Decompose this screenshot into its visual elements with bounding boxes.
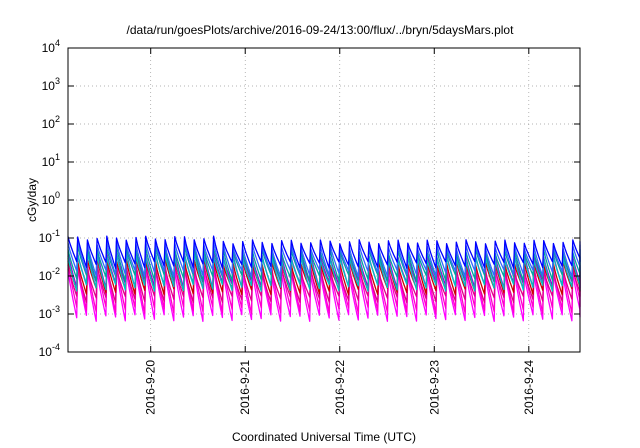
y-tick-label: 10-2: [39, 266, 60, 283]
series-line: [67, 235, 581, 269]
y-tick-label: 10-4: [39, 342, 60, 359]
y-tick-label: 103: [42, 76, 60, 93]
y-tick-label: 100: [42, 190, 60, 207]
x-axis: 2016-9-20 2016-9-21 2016-9-22 2016-9-23 2016…: [144, 48, 536, 415]
x-tick-label: 2016-9-22: [333, 360, 347, 415]
x-axis-label: Coordinated Universal Time (UTC): [232, 430, 416, 444]
x-tick-label: 2016-9-20: [144, 360, 158, 415]
series-layer: [67, 235, 581, 323]
y-tick-label: 10-3: [39, 304, 60, 321]
y-tick-label: 10-1: [39, 228, 60, 245]
x-tick-label: 2016-9-23: [427, 360, 441, 415]
y-tick-label: 102: [42, 114, 60, 131]
y-tick-label: 101: [42, 152, 60, 169]
y-axis-label: cGy/day: [25, 178, 39, 222]
x-tick-label: 2016-9-21: [238, 360, 252, 415]
x-tick-label: 2016-9-24: [522, 360, 536, 415]
y-tick-label: 104: [42, 38, 60, 55]
chart-title: /data/run/goesPlots/archive/2016-09-24/1…: [127, 23, 515, 37]
